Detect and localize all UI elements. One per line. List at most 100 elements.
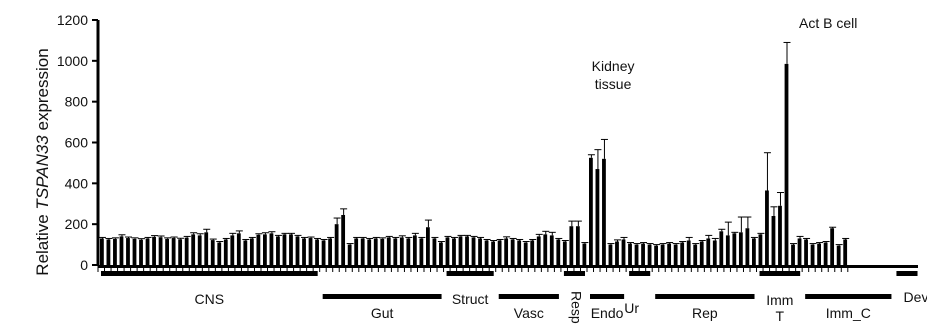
error-bar [822, 241, 830, 243]
error-bar [138, 238, 146, 240]
error-bar [157, 235, 165, 238]
error-bar [333, 217, 341, 225]
error-bar [359, 236, 367, 239]
error-bar [757, 232, 765, 235]
error-bar [613, 239, 621, 242]
error-bar [190, 232, 198, 235]
y-tick-label: 1000 [57, 53, 88, 69]
error-bar [718, 228, 726, 232]
error-bar [470, 235, 478, 238]
bar [523, 242, 528, 265]
bar [556, 239, 561, 265]
group-label: Imm T [766, 292, 793, 324]
error-bar [600, 138, 608, 159]
group-label: CNS [195, 291, 225, 307]
bar [510, 239, 515, 265]
error-bar [477, 236, 485, 239]
error-bar [659, 243, 667, 245]
bar [569, 226, 574, 265]
bar [399, 237, 404, 265]
group-bracket [498, 294, 559, 299]
tissue-group-brackets: CNS Gut Struct Vasc Resp Endo Ur Rep Imm T Imm_C De… [101, 271, 927, 324]
y-tick-label: 0 [80, 257, 88, 273]
y-axis-title: Relative TSPAN33 expression [33, 48, 52, 275]
error-bar [653, 244, 661, 246]
error-bar [111, 237, 119, 239]
error-bar [731, 231, 739, 234]
error-bar [268, 231, 276, 234]
bar [484, 240, 489, 265]
bar [341, 214, 346, 265]
bar [386, 237, 391, 265]
tissue-group: Ur [624, 271, 651, 316]
error-bar [842, 237, 850, 240]
error-bar [314, 237, 322, 240]
bar [536, 236, 541, 265]
group-bracket [563, 271, 585, 276]
bar [334, 224, 339, 265]
bar [452, 238, 456, 265]
bar [712, 240, 717, 265]
bar [817, 243, 821, 265]
group-label: Rep [692, 305, 718, 321]
bar [126, 238, 130, 265]
tissue-group: Endo [590, 294, 625, 321]
error-bar [405, 236, 413, 239]
error-bar [711, 237, 719, 241]
error-bar [679, 241, 687, 243]
tissue-group: Gut [322, 294, 442, 321]
group-label: Ur [624, 300, 639, 316]
bar [315, 239, 319, 265]
bar [830, 228, 835, 265]
error-bar [450, 236, 458, 239]
annotation-line: Act B cell [799, 15, 857, 31]
bar [308, 238, 313, 265]
error-bar [379, 237, 387, 239]
bar [282, 234, 287, 265]
error-bar [705, 234, 713, 239]
bar [732, 233, 737, 265]
error-bar [366, 237, 374, 240]
error-bar [548, 231, 556, 236]
error-bar [535, 233, 543, 237]
error-bar [431, 236, 439, 239]
error-bar [301, 236, 309, 239]
bar [236, 233, 241, 265]
tissue-group: CNS [101, 271, 318, 307]
bar [249, 238, 254, 265]
error-bar [685, 236, 693, 241]
error-bar [281, 232, 289, 235]
bar [771, 216, 776, 265]
error-bar [496, 238, 504, 241]
group-label: Gut [371, 305, 394, 321]
bar [406, 238, 411, 265]
error-bar [424, 219, 432, 228]
group-bracket [655, 294, 755, 299]
y-tick-label: 400 [65, 175, 89, 191]
bar [445, 237, 450, 265]
error-bar [672, 243, 680, 245]
bar [562, 241, 567, 265]
bar [367, 239, 372, 265]
error-bar [816, 242, 824, 244]
bar [634, 244, 639, 265]
error-bar [98, 236, 106, 239]
bar [426, 227, 430, 265]
error-bar [418, 236, 426, 239]
bar [667, 243, 672, 265]
bar [269, 233, 274, 265]
bar [465, 236, 469, 265]
error-bar [118, 234, 126, 237]
bar [719, 231, 724, 265]
bar [217, 242, 222, 265]
bar [360, 238, 365, 265]
bar [223, 239, 228, 265]
error-bar [124, 236, 132, 239]
bar [295, 236, 300, 265]
bar [804, 239, 808, 265]
annotation-label: Kidney tissue [592, 58, 635, 92]
bar [693, 244, 698, 265]
error-bar [222, 237, 230, 240]
error-bar [229, 232, 237, 236]
error-bar [555, 237, 563, 240]
